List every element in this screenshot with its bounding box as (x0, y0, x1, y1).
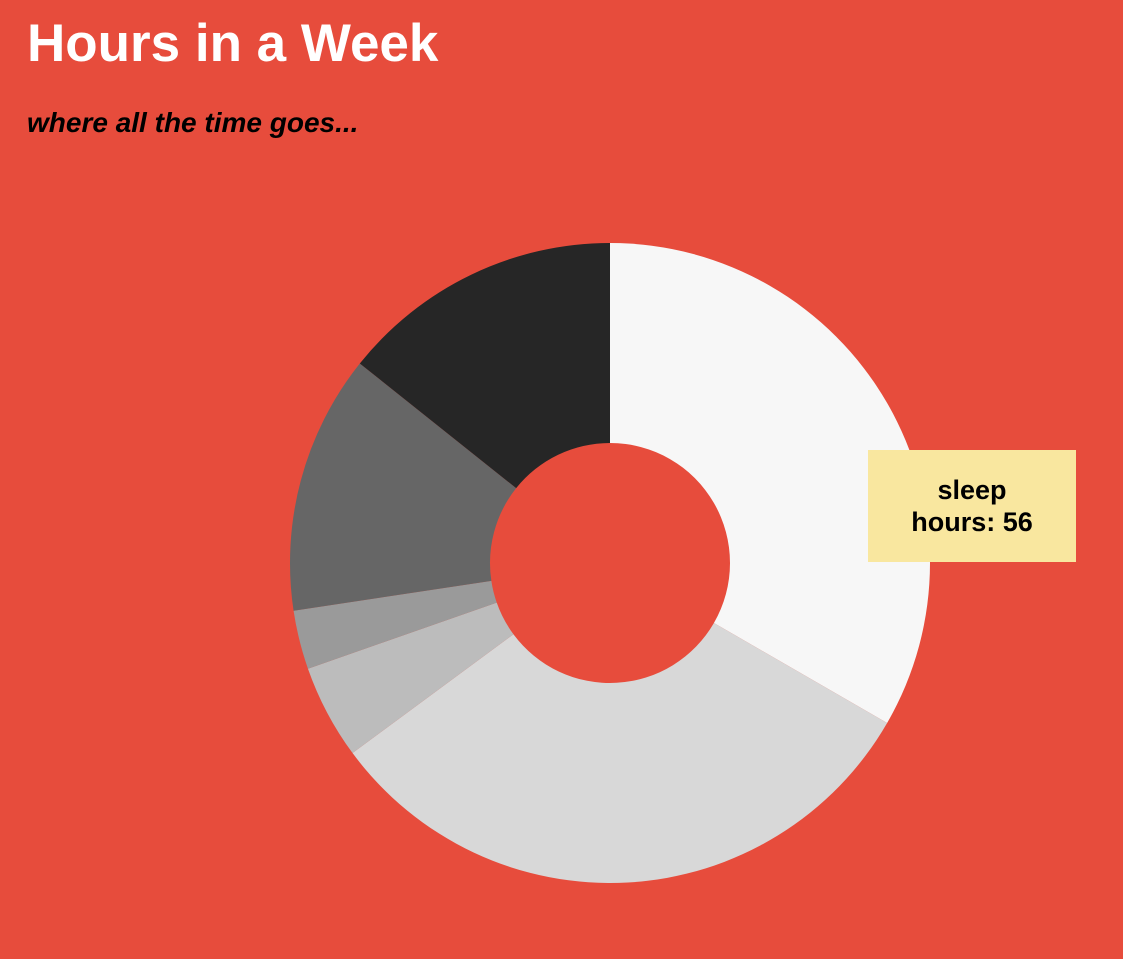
donut-slice-3[interactable] (307, 602, 514, 754)
page-title: Hours in a Week (27, 14, 439, 73)
donut-slice-1[interactable] (610, 243, 930, 723)
page-subtitle: where all the time goes... (27, 107, 359, 138)
donut-slice-4[interactable] (293, 580, 497, 669)
tooltip-label: sleep (937, 475, 1007, 505)
donut-slice-5[interactable] (289, 363, 517, 611)
donut-slice-2[interactable] (352, 623, 888, 883)
donut-slice-6[interactable] (359, 243, 610, 489)
chart-tooltip: sleep hours: 56 (868, 450, 1076, 562)
tooltip-value: hours: 56 (911, 507, 1033, 537)
